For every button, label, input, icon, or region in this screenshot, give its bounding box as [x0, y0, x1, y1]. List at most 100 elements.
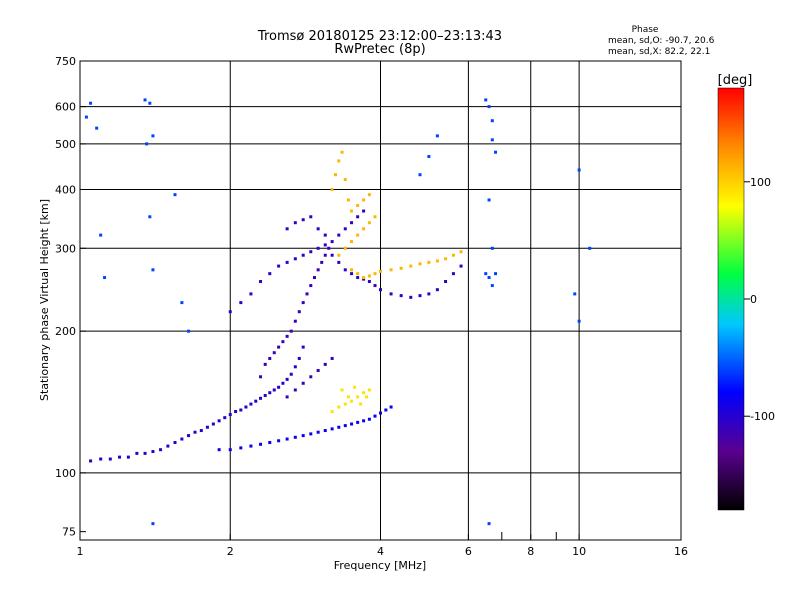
- data-point: [277, 264, 281, 268]
- data-point: [293, 319, 297, 323]
- y-tick-label: 600: [55, 101, 76, 114]
- data-point: [343, 424, 347, 428]
- data-point: [353, 385, 357, 389]
- data-point: [223, 416, 227, 420]
- data-point: [259, 375, 263, 379]
- data-point: [239, 446, 243, 450]
- data-point: [95, 126, 99, 130]
- data-point: [143, 451, 147, 455]
- data-point: [108, 457, 112, 461]
- y-tick-label: 300: [55, 242, 76, 255]
- data-point: [350, 422, 354, 426]
- data-point: [337, 425, 341, 429]
- grid-lines: [80, 61, 681, 540]
- data-point: [379, 411, 382, 415]
- y-tick-label: 400: [55, 183, 76, 196]
- data-point: [487, 522, 491, 526]
- data-point: [356, 395, 360, 399]
- data-point: [151, 522, 155, 526]
- y-tick-label: 100: [55, 467, 76, 480]
- data-point: [365, 395, 369, 399]
- data-point: [301, 253, 305, 257]
- data-point: [268, 441, 272, 445]
- data-point: [418, 262, 422, 266]
- data-point: [309, 250, 313, 254]
- x-tick-label: 1: [77, 545, 84, 558]
- data-point: [367, 274, 371, 278]
- data-point: [484, 272, 488, 276]
- data-point: [148, 215, 152, 219]
- data-point: [277, 385, 281, 389]
- data-point: [309, 375, 313, 379]
- data-point: [199, 429, 203, 433]
- data-point: [285, 260, 289, 264]
- data-point: [89, 459, 93, 463]
- colorbar-tick-label: 100: [750, 176, 771, 189]
- data-point: [340, 150, 344, 154]
- data-point: [293, 221, 297, 225]
- colorbar: [deg] 100 0 -100: [717, 73, 775, 511]
- data-point: [337, 260, 341, 264]
- y-tick-label: 750: [55, 55, 76, 68]
- x-ticks: 1 2 4 6 8 10 16: [77, 534, 688, 558]
- data-point: [346, 198, 350, 202]
- data-point: [330, 240, 334, 244]
- data-point: [272, 351, 276, 355]
- data-point: [187, 434, 191, 438]
- data-point: [249, 444, 253, 448]
- data-point: [285, 395, 289, 399]
- data-point: [293, 257, 297, 261]
- data-point: [173, 193, 177, 197]
- data-point: [427, 292, 431, 296]
- data-point: [356, 420, 360, 424]
- data-point: [588, 246, 592, 250]
- data-point: [350, 268, 354, 272]
- data-point: [427, 155, 431, 159]
- data-point: [337, 233, 341, 237]
- data-point: [312, 276, 316, 280]
- data-point: [487, 276, 491, 280]
- data-point: [180, 437, 184, 441]
- y-tick-label: 500: [55, 138, 76, 151]
- data-point: [277, 439, 281, 443]
- data-point: [145, 142, 149, 146]
- data-point: [249, 292, 253, 296]
- data-point: [389, 268, 393, 272]
- data-point: [126, 455, 130, 459]
- data-point: [254, 399, 258, 403]
- data-point: [151, 268, 155, 272]
- data-point: [362, 419, 366, 423]
- colorbar-gradient: [717, 87, 745, 511]
- x-tick-label: 16: [674, 545, 688, 558]
- data-point: [399, 294, 403, 298]
- data-point: [418, 173, 422, 177]
- colorbar-tick-label: 0: [750, 293, 757, 306]
- data-point: [301, 345, 305, 349]
- data-point: [281, 340, 285, 344]
- data-point: [343, 246, 347, 250]
- data-point: [367, 193, 371, 197]
- data-point: [143, 98, 147, 102]
- data-points: [84, 98, 592, 526]
- data-point: [301, 218, 305, 222]
- data-point: [151, 450, 155, 454]
- data-point: [340, 388, 344, 392]
- data-point: [316, 268, 320, 272]
- data-point: [293, 388, 297, 392]
- data-point: [343, 402, 347, 406]
- data-point: [343, 268, 347, 272]
- data-point: [427, 260, 431, 264]
- data-point: [309, 432, 313, 436]
- data-point: [409, 264, 413, 268]
- data-point: [362, 227, 366, 231]
- data-point: [297, 356, 301, 360]
- colorbar-ticks: 100 0 -100: [744, 176, 775, 423]
- data-point: [399, 266, 403, 270]
- data-point: [330, 427, 334, 431]
- data-point: [118, 455, 122, 459]
- data-point: [99, 457, 103, 461]
- data-point: [159, 448, 163, 452]
- data-point: [285, 437, 289, 441]
- data-point: [343, 178, 347, 182]
- chart-subtitle: RwPretec (8p): [334, 42, 425, 57]
